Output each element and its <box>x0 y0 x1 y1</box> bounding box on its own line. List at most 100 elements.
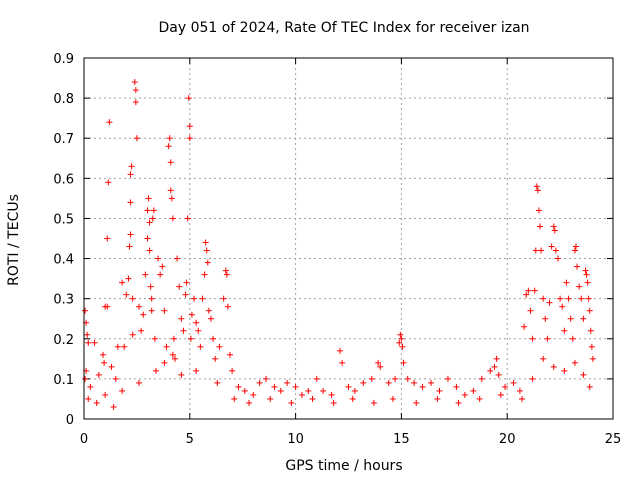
data-point <box>193 319 200 326</box>
data-point <box>167 159 174 166</box>
grid-lines <box>84 58 613 419</box>
data-point <box>155 255 162 262</box>
data-point <box>191 295 198 302</box>
data-point <box>210 335 217 342</box>
data-point <box>178 315 185 322</box>
data-point <box>389 395 396 402</box>
data-point <box>119 279 126 286</box>
data-point <box>478 375 485 382</box>
data-point <box>203 247 210 254</box>
data-point <box>519 395 526 402</box>
data-point <box>178 371 185 378</box>
data-point <box>159 263 166 270</box>
data-point <box>313 375 320 382</box>
x-axis-label: GPS time / hours <box>285 458 402 474</box>
data-point <box>497 391 504 398</box>
data-point <box>184 215 191 222</box>
data-point <box>214 379 221 386</box>
data-point <box>540 295 547 302</box>
data-point <box>82 375 89 382</box>
data-point <box>277 387 284 394</box>
data-point <box>434 395 441 402</box>
data-point <box>470 387 477 394</box>
data-point <box>157 271 164 278</box>
data-point <box>585 295 592 302</box>
x-tick-label: 0 <box>80 432 88 447</box>
data-point <box>146 219 153 226</box>
data-point <box>284 379 291 386</box>
data-point <box>569 335 576 342</box>
data-point <box>368 375 375 382</box>
data-point <box>419 383 426 390</box>
data-point <box>106 119 113 126</box>
data-point <box>399 343 406 350</box>
data-point <box>538 247 545 254</box>
data-point <box>182 291 189 298</box>
data-point <box>453 383 460 390</box>
data-point <box>521 323 528 330</box>
data-point <box>544 335 551 342</box>
data-point <box>567 315 574 322</box>
data-point <box>170 335 177 342</box>
data-point <box>495 371 502 378</box>
data-point <box>377 363 384 370</box>
y-tick-label: 0.1 <box>53 373 74 388</box>
data-point <box>551 227 558 234</box>
data-point <box>587 327 594 334</box>
data-point <box>571 359 578 366</box>
data-point <box>491 363 498 370</box>
data-point <box>199 295 206 302</box>
data-point <box>223 271 230 278</box>
data-point <box>127 231 134 238</box>
data-point <box>121 343 128 350</box>
data-point <box>330 399 337 406</box>
data-point <box>93 399 100 406</box>
data-point <box>161 359 168 366</box>
x-tick-label: 5 <box>186 432 194 447</box>
data-point <box>148 307 155 314</box>
data-point <box>138 327 145 334</box>
data-point <box>589 355 596 362</box>
data-point <box>339 359 346 366</box>
data-point <box>114 343 121 350</box>
data-point <box>140 311 147 318</box>
data-point <box>516 387 523 394</box>
data-point <box>546 299 553 306</box>
y-axis-label: ROTI / TECUs <box>6 194 22 286</box>
data-point <box>183 279 190 286</box>
data-point <box>397 331 404 338</box>
data-point <box>396 339 403 346</box>
data-point <box>85 339 92 346</box>
data-point <box>578 295 585 302</box>
data-point <box>169 215 176 222</box>
x-tick-label: 20 <box>499 432 516 447</box>
data-point <box>168 195 175 202</box>
data-point <box>105 179 112 186</box>
data-point <box>428 379 435 386</box>
data-point <box>201 271 208 278</box>
data-point <box>167 187 174 194</box>
data-point <box>235 383 242 390</box>
data-point <box>548 243 555 250</box>
data-point <box>110 403 117 410</box>
data-point <box>262 375 269 382</box>
y-tick-label: 0 <box>66 413 74 428</box>
data-point <box>91 339 98 346</box>
data-point <box>571 247 578 254</box>
axis-ticks: 0 0.1 0.2 0.3 0.4 0.5 0.6 0.7 0.8 0.9 0 5 10 15 20 25 <box>53 52 621 447</box>
data-point <box>461 391 468 398</box>
data-point <box>204 259 211 266</box>
data-point <box>104 303 111 310</box>
data-point <box>176 283 183 290</box>
data-point <box>123 291 130 298</box>
data-point <box>187 335 194 342</box>
data-point <box>131 79 138 86</box>
data-point <box>502 383 509 390</box>
data-point <box>133 135 140 142</box>
data-point <box>224 303 231 310</box>
data-point <box>337 347 344 354</box>
data-point <box>132 87 139 94</box>
data-point <box>320 387 327 394</box>
data-point <box>180 327 187 334</box>
